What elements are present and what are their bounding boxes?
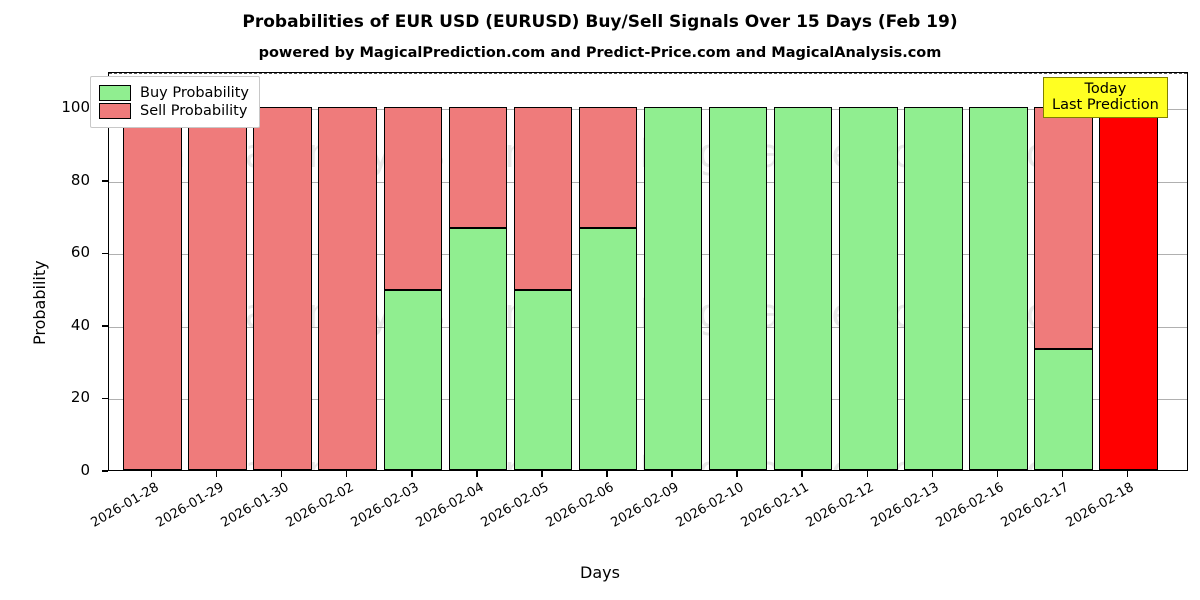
legend-label-buy: Buy Probability: [140, 85, 249, 101]
bar-segment-sell: [318, 107, 378, 470]
bar-group: [578, 73, 638, 470]
bar-segment-sell: [448, 107, 508, 229]
y-tick-label: 60: [70, 243, 90, 262]
today-annotation: Today Last Prediction: [1043, 77, 1168, 119]
x-tick-mark: [1061, 471, 1064, 477]
x-tick-mark: [866, 471, 868, 477]
y-tick-mark: [102, 325, 108, 327]
y-tick-mark: [102, 252, 108, 255]
y-tick-mark: [102, 180, 108, 182]
x-tick-mark: [150, 471, 153, 477]
legend-label-sell: Sell Probability: [140, 103, 248, 119]
legend-swatch-buy: [99, 85, 131, 101]
bar-segment-buy: [383, 290, 443, 470]
bar-group: [448, 73, 508, 470]
bar-group: [969, 73, 1028, 470]
bar-segment-sell: [513, 107, 573, 291]
y-tick-label: 80: [70, 170, 90, 189]
bar-group: [383, 73, 443, 470]
x-tick-mark: [606, 471, 608, 477]
bar-segment-buy: [838, 107, 898, 470]
bar-segment-buy: [513, 290, 573, 470]
bar-group: [253, 73, 312, 470]
plot-area: MagicalAnalysis.comMagicalPrediction.com…: [108, 72, 1188, 471]
bar-group: [643, 73, 703, 470]
bar-segment-sell: [383, 107, 443, 291]
bar-group: [904, 73, 963, 470]
bar-segment-today: [1099, 107, 1158, 470]
bar-group: [708, 73, 768, 470]
x-tick-mark: [736, 471, 738, 477]
x-tick-mark: [801, 471, 803, 477]
y-tick-label: 40: [70, 315, 90, 334]
legend-swatch-sell: [99, 103, 131, 119]
bar-group: [513, 73, 573, 470]
bar-segment-sell: [253, 107, 312, 470]
chart-subtitle: powered by MagicalPrediction.com and Pre…: [258, 45, 942, 61]
bar-segment-buy: [578, 228, 638, 470]
bar-segment-buy: [708, 107, 768, 470]
bar-segment-buy: [643, 107, 703, 470]
chart-title: Probabilities of EUR USD (EURUSD) Buy/Se…: [242, 12, 958, 32]
bar-segment-buy: [904, 107, 963, 470]
x-tick-mark: [671, 471, 673, 477]
bar-group: [188, 73, 247, 470]
y-tick-mark: [102, 397, 108, 400]
bars-layer: [109, 73, 1187, 470]
bar-segment-buy: [969, 107, 1028, 470]
x-tick-mark: [996, 471, 999, 477]
x-tick-mark: [215, 471, 218, 477]
y-tick-label: 20: [70, 388, 90, 407]
bar-segment-sell: [188, 107, 247, 470]
y-tick-label: 100: [61, 98, 90, 117]
legend-item-buy: Buy Probability: [99, 85, 249, 101]
bar-segment-buy: [773, 107, 833, 470]
x-tick-mark: [281, 471, 283, 477]
legend-item-sell: Sell Probability: [99, 103, 249, 119]
bar-group: [1099, 73, 1158, 470]
y-axis-title: Probability: [30, 260, 49, 345]
x-tick-mark: [411, 471, 413, 477]
bar-group: [318, 73, 378, 470]
bar-group: [1034, 73, 1093, 470]
bar-segment-sell: [123, 107, 182, 470]
bar-group: [773, 73, 833, 470]
reference-dashed-line: [109, 73, 1187, 74]
x-tick-mark: [541, 471, 543, 477]
x-tick-mark: [1126, 471, 1129, 477]
x-tick-mark: [476, 471, 478, 477]
bar-segment-buy: [1034, 349, 1093, 470]
y-tick-mark: [102, 470, 108, 472]
legend: Buy Probability Sell Probability: [90, 76, 260, 128]
bar-group: [838, 73, 898, 470]
today-annotation-line2: Last Prediction: [1052, 97, 1159, 114]
bar-segment-sell: [578, 107, 638, 229]
x-axis-title: Days: [580, 563, 620, 582]
x-tick-mark: [346, 471, 348, 477]
bar-group: [123, 73, 182, 470]
x-tick-mark: [931, 471, 933, 477]
bar-segment-buy: [448, 228, 508, 470]
y-tick-label: 0: [80, 461, 90, 479]
today-annotation-line1: Today: [1084, 81, 1127, 97]
bar-segment-sell: [1034, 107, 1093, 350]
